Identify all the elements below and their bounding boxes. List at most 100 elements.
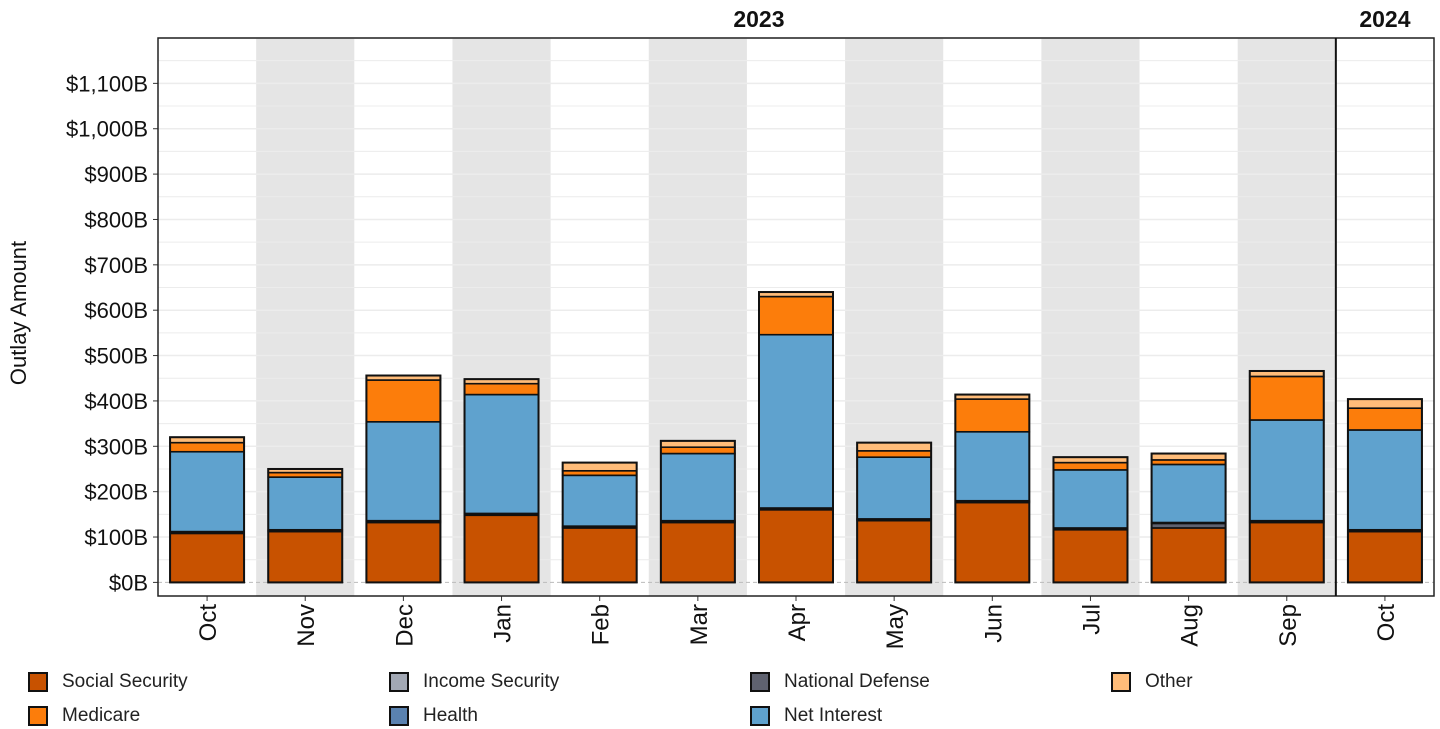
- y-tick-label: $500B: [84, 344, 148, 369]
- bar-segment: [1052, 469, 1129, 529]
- bar-outline: [169, 436, 246, 584]
- bar-segment: [463, 382, 540, 396]
- x-tick-label: Jan: [490, 604, 517, 643]
- y-tick-label: $800B: [84, 207, 148, 232]
- legend: Social Security Income Security National D…: [0, 666, 1440, 727]
- x-tick-label: Apr: [784, 604, 811, 641]
- bar-outline: [463, 378, 540, 584]
- bar-segment: [365, 521, 442, 584]
- bar-stack: [463, 378, 540, 584]
- legend-swatch: [28, 672, 48, 692]
- x-tick-label: Mar: [686, 604, 713, 645]
- legend-item: Income Security: [389, 669, 559, 695]
- bar-segment: [1052, 528, 1129, 584]
- bar-segment: [758, 509, 834, 584]
- bar-segment: [660, 452, 736, 522]
- bar-segment: [856, 450, 932, 458]
- legend-item: Medicare: [28, 703, 140, 729]
- legend-swatch: [1111, 672, 1131, 692]
- y-tick-label: $400B: [84, 389, 148, 414]
- bar-segment: [660, 446, 736, 455]
- bar-segment: [561, 461, 638, 472]
- legend-swatch: [750, 706, 770, 726]
- legend-label: Social Security: [62, 671, 188, 692]
- y-tick-label: $300B: [84, 434, 148, 459]
- y-tick-label: $600B: [84, 298, 148, 323]
- bar-outline: [856, 441, 933, 584]
- outlays-bar-chart: $0B $100B $200B $300B $400B $500B $600B $700B $8…: [6, 6, 1435, 649]
- bar-segment: [169, 532, 245, 584]
- bar-segment: [267, 530, 344, 584]
- y-tick-label: $1,000B: [66, 117, 148, 142]
- bar-stack: [1346, 398, 1423, 584]
- bar-segment: [561, 527, 638, 584]
- bar-outline: [561, 461, 638, 584]
- legend-item: Health: [389, 703, 478, 729]
- x-tick-label: Oct: [1373, 604, 1400, 642]
- legend-item: Net Interest: [750, 703, 882, 729]
- x-tick-label: Nov: [293, 604, 320, 647]
- bar-stack: [758, 291, 834, 584]
- x-tick-label: Oct: [195, 604, 222, 642]
- legend-item: National Defense: [750, 669, 930, 695]
- legend-label: Income Security: [423, 671, 560, 692]
- bar-segment: [856, 456, 932, 520]
- legend-swatch: [28, 706, 48, 726]
- bar-outline: [1248, 369, 1325, 584]
- bar-outline: [758, 291, 834, 584]
- bar-outline: [267, 467, 344, 584]
- bar-stack: [561, 461, 638, 584]
- bar-segment: [1347, 530, 1423, 584]
- y-tick-label: $900B: [84, 162, 148, 187]
- bar-segment: [169, 441, 245, 453]
- bar-segment: [1150, 527, 1227, 584]
- y-tick-label: $700B: [84, 253, 148, 278]
- bar-segment: [561, 474, 638, 527]
- bar-segment: [1052, 461, 1129, 471]
- legend-label: Net Interest: [784, 705, 883, 726]
- legend-swatch: [750, 672, 770, 692]
- bar-segment: [267, 476, 344, 531]
- legend-label: Medicare: [62, 705, 141, 726]
- year-label: 2024: [1359, 6, 1410, 32]
- y-tick-label: $100B: [84, 525, 148, 550]
- bar-segment: [365, 379, 442, 423]
- legend-item: Other: [1111, 669, 1193, 695]
- bar-segment: [1347, 429, 1423, 531]
- bar-stack: [1150, 452, 1227, 584]
- bar-segment: [1347, 398, 1423, 409]
- plot-border: [157, 37, 1435, 597]
- bar-stack: [1248, 369, 1325, 584]
- y-axis-title: Outlay Amount: [6, 241, 31, 385]
- legend-label: Other: [1145, 671, 1193, 692]
- bar-outline: [365, 374, 442, 584]
- bar-outline: [659, 439, 736, 584]
- legend-item: Social Security: [28, 669, 188, 695]
- bar-segment: [1248, 419, 1325, 522]
- bar-segment: [1347, 407, 1423, 431]
- bar-outline: [1150, 452, 1227, 584]
- y-tick-label: $1,100B: [66, 71, 148, 96]
- x-tick-label: May: [882, 604, 909, 649]
- bar-stack: [954, 393, 1031, 584]
- y-tick-label: $200B: [84, 480, 148, 505]
- bar-stack: [365, 374, 442, 584]
- bar-outline: [1346, 398, 1423, 584]
- bar-segment: [169, 450, 245, 533]
- year-label: 2023: [733, 6, 784, 32]
- bar-segment: [954, 398, 1031, 433]
- x-tick-label: Sep: [1275, 604, 1302, 647]
- bar-stack: [1052, 456, 1129, 584]
- bar-segment: [660, 521, 736, 584]
- bar-segment: [758, 333, 834, 509]
- x-tick-label: Dec: [391, 604, 418, 647]
- bar-outline: [954, 393, 1031, 584]
- bar-segment: [365, 420, 442, 522]
- bar-outline: [1052, 456, 1129, 584]
- legend-swatch: [389, 672, 409, 692]
- bar-segment: [463, 514, 540, 584]
- bar-segment: [856, 441, 932, 452]
- bar-segment: [954, 430, 1031, 502]
- x-tick-label: Jun: [980, 604, 1007, 643]
